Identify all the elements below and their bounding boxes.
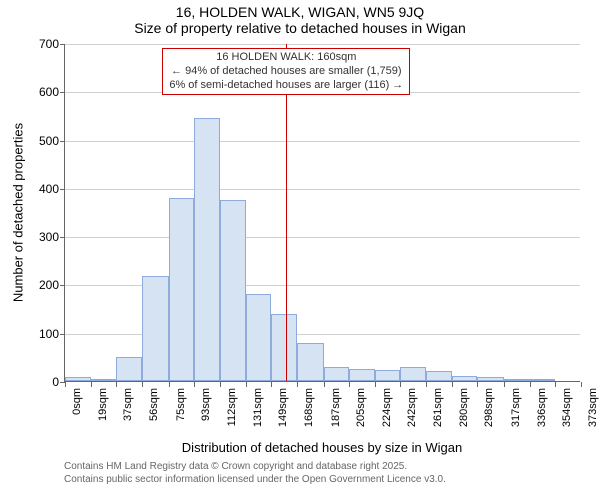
y-tick-label: 100 xyxy=(39,327,65,341)
histogram-bar xyxy=(504,379,530,381)
x-tick-mark xyxy=(530,382,531,387)
x-tick-label: 37sqm xyxy=(120,388,134,421)
histogram-bar xyxy=(142,276,168,381)
y-tick-label: 700 xyxy=(39,37,65,51)
y-axis-label: Number of detached properties xyxy=(11,113,26,313)
x-tick-label: 0sqm xyxy=(69,388,83,415)
x-tick-label: 317sqm xyxy=(508,388,522,427)
x-tick-mark xyxy=(477,382,478,387)
histogram-bar xyxy=(91,379,116,381)
histogram-bar xyxy=(349,369,375,381)
x-tick-label: 354sqm xyxy=(559,388,573,427)
histogram-bar xyxy=(116,357,142,381)
y-tick-label: 0 xyxy=(52,375,65,389)
gridline xyxy=(65,141,580,142)
x-tick-mark xyxy=(324,382,325,387)
x-tick-label: 75sqm xyxy=(173,388,187,421)
x-tick-label: 93sqm xyxy=(198,388,212,421)
x-tick-label: 373sqm xyxy=(585,388,599,427)
x-tick-mark xyxy=(91,382,92,387)
histogram-bar xyxy=(426,371,452,381)
x-tick-mark xyxy=(555,382,556,387)
x-tick-label: 56sqm xyxy=(146,388,160,421)
x-tick-label: 19sqm xyxy=(95,388,109,421)
x-tick-mark xyxy=(220,382,221,387)
histogram-chart: 16, HOLDEN WALK, WIGAN, WN5 9JQ Size of … xyxy=(0,0,600,500)
x-tick-label: 298sqm xyxy=(481,388,495,427)
gridline xyxy=(65,237,580,238)
histogram-bar xyxy=(324,367,349,381)
x-axis-label: Distribution of detached houses by size … xyxy=(162,440,482,455)
x-tick-mark xyxy=(142,382,143,387)
footer-line-1: Contains HM Land Registry data © Crown c… xyxy=(64,460,446,473)
x-tick-label: 168sqm xyxy=(301,388,315,427)
y-tick-label: 200 xyxy=(39,278,65,292)
histogram-bar xyxy=(375,370,400,381)
annotation-line: 16 HOLDEN WALK: 160sqm xyxy=(169,51,403,65)
x-tick-label: 261sqm xyxy=(430,388,444,427)
y-tick-label: 500 xyxy=(39,134,65,148)
plot-area: 010020030040050060070016 HOLDEN WALK: 16… xyxy=(64,44,580,382)
x-tick-label: 280sqm xyxy=(456,388,470,427)
histogram-bar xyxy=(530,379,555,381)
x-tick-label: 205sqm xyxy=(353,388,367,427)
x-tick-mark xyxy=(169,382,170,387)
x-tick-label: 336sqm xyxy=(534,388,548,427)
x-tick-mark xyxy=(349,382,350,387)
x-tick-label: 187sqm xyxy=(328,388,342,427)
x-tick-mark xyxy=(452,382,453,387)
gridline xyxy=(65,189,580,190)
x-tick-mark xyxy=(271,382,272,387)
histogram-bar xyxy=(65,377,91,381)
x-tick-mark xyxy=(65,382,66,387)
x-tick-mark xyxy=(400,382,401,387)
histogram-bar xyxy=(297,343,323,381)
x-tick-mark xyxy=(116,382,117,387)
x-tick-mark xyxy=(426,382,427,387)
histogram-bar xyxy=(220,200,246,381)
y-tick-label: 600 xyxy=(39,85,65,99)
y-tick-label: 400 xyxy=(39,182,65,196)
histogram-bar xyxy=(169,198,194,381)
gridline xyxy=(65,44,580,45)
x-tick-mark xyxy=(504,382,505,387)
x-tick-label: 149sqm xyxy=(275,388,289,427)
x-tick-label: 112sqm xyxy=(224,388,238,426)
x-tick-label: 131sqm xyxy=(250,388,264,427)
x-tick-mark xyxy=(297,382,298,387)
annotation-box: 16 HOLDEN WALK: 160sqm← 94% of detached … xyxy=(162,48,410,95)
annotation-line: ← 94% of detached houses are smaller (1,… xyxy=(169,65,403,79)
annotation-line: 6% of semi-detached houses are larger (1… xyxy=(169,79,403,93)
y-tick-label: 300 xyxy=(39,230,65,244)
histogram-bar xyxy=(246,294,271,381)
chart-title: 16, HOLDEN WALK, WIGAN, WN5 9JQ xyxy=(0,4,600,20)
x-tick-mark xyxy=(194,382,195,387)
histogram-bar xyxy=(194,118,220,381)
x-tick-mark xyxy=(375,382,376,387)
histogram-bar xyxy=(452,376,477,381)
chart-title-block: 16, HOLDEN WALK, WIGAN, WN5 9JQ Size of … xyxy=(0,4,600,36)
x-tick-mark xyxy=(581,382,582,387)
footer-line-2: Contains public sector information licen… xyxy=(64,473,446,486)
histogram-bar xyxy=(400,367,426,381)
x-tick-label: 224sqm xyxy=(379,388,393,427)
chart-subtitle: Size of property relative to detached ho… xyxy=(0,20,600,36)
chart-footer: Contains HM Land Registry data © Crown c… xyxy=(64,460,446,486)
histogram-bar xyxy=(271,314,297,381)
x-tick-label: 242sqm xyxy=(404,388,418,427)
x-tick-mark xyxy=(246,382,247,387)
histogram-bar xyxy=(477,377,503,381)
